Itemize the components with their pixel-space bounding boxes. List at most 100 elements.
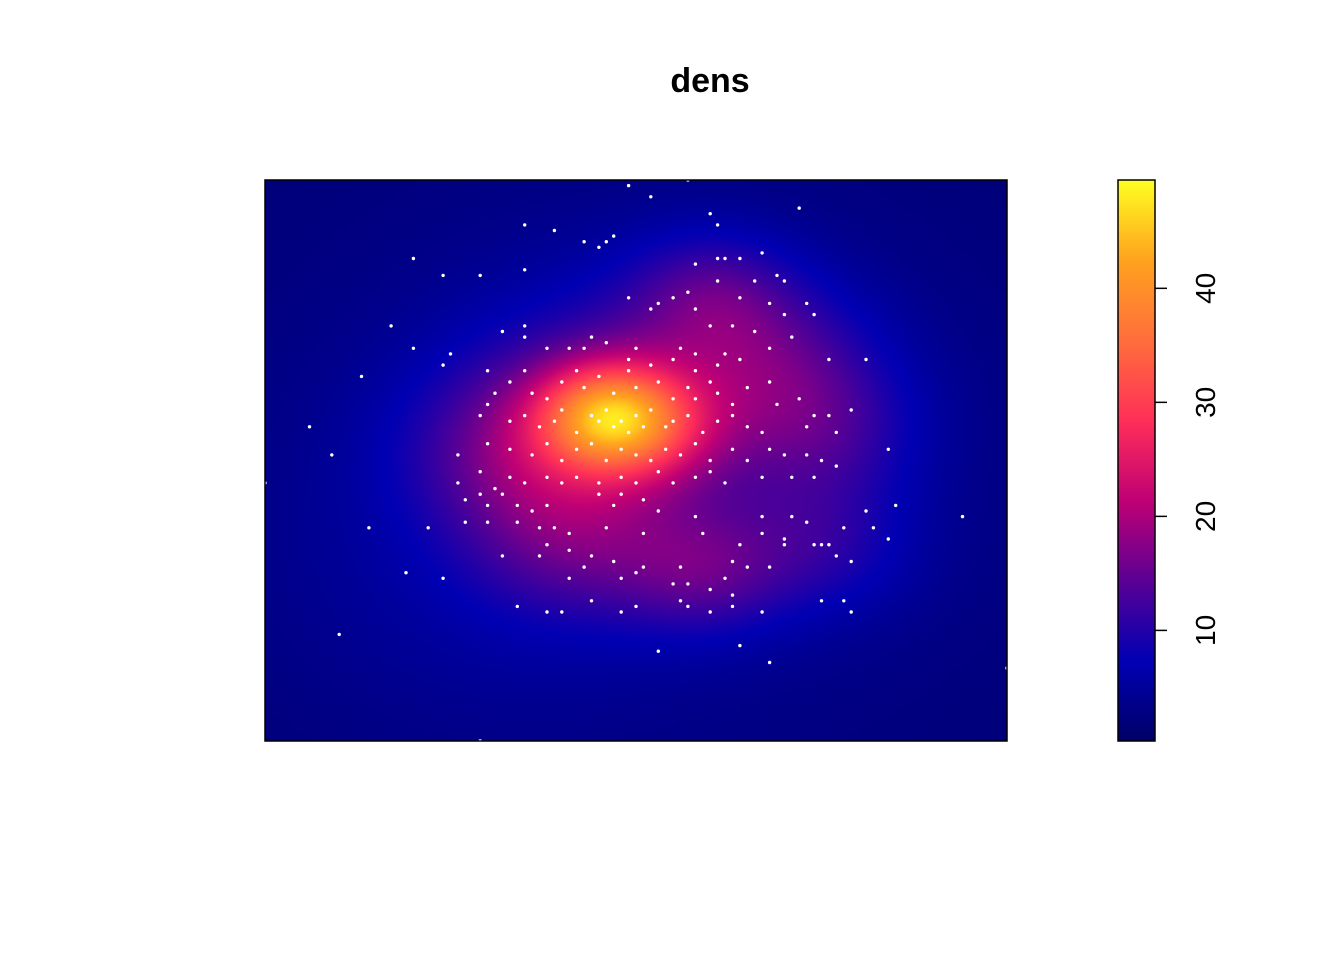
- data-point: [686, 582, 690, 586]
- data-point: [456, 453, 460, 457]
- data-point: [523, 268, 527, 272]
- data-point: [864, 509, 868, 513]
- data-point: [708, 470, 712, 474]
- data-point: [604, 526, 608, 530]
- data-point: [782, 453, 787, 457]
- data-point: [767, 447, 772, 451]
- data-point: [715, 419, 720, 423]
- data-point: [523, 335, 527, 339]
- data-point: [619, 576, 623, 580]
- data-point: [649, 363, 653, 367]
- data-point: [508, 447, 512, 451]
- data-point: [849, 559, 853, 564]
- data-point: [842, 526, 846, 530]
- data-point: [641, 498, 646, 502]
- data-point: [508, 380, 512, 384]
- data-point: [634, 481, 638, 485]
- data-point: [574, 430, 579, 435]
- data-point: [886, 537, 890, 541]
- data-point: [612, 425, 616, 429]
- data-point: [634, 346, 638, 350]
- data-point: [478, 492, 482, 496]
- data-point: [493, 391, 497, 395]
- data-point: [894, 503, 898, 508]
- data-point: [604, 408, 608, 412]
- data-point: [819, 599, 824, 603]
- data-point: [567, 531, 571, 536]
- data-point: [560, 380, 564, 384]
- data-point: [478, 273, 482, 278]
- data-point: [812, 413, 816, 418]
- data-point: [500, 554, 505, 558]
- data-point: [715, 279, 720, 283]
- colorbar-gradient: [1117, 179, 1156, 742]
- data-point: [715, 223, 720, 227]
- data-point: [552, 228, 557, 233]
- data-point: [612, 503, 616, 508]
- data-point: [753, 279, 757, 283]
- data-point: [530, 509, 534, 513]
- data-point: [537, 554, 542, 558]
- data-point: [634, 385, 638, 390]
- data-point: [693, 397, 698, 401]
- data-point: [582, 240, 586, 244]
- data-point: [886, 447, 890, 451]
- data-point: [567, 576, 571, 580]
- data-point: [693, 369, 698, 373]
- data-point: [849, 610, 853, 614]
- data-point: [530, 453, 534, 457]
- data-point: [523, 481, 527, 485]
- data-point: [805, 520, 809, 524]
- data-point: [812, 543, 816, 547]
- data-point: [715, 391, 720, 395]
- data-point: [849, 408, 853, 412]
- data-point: [523, 223, 527, 227]
- data-point: [738, 543, 742, 547]
- data-point: [827, 543, 831, 547]
- data-point: [745, 565, 749, 569]
- data-point: [619, 419, 623, 423]
- data-point: [545, 442, 549, 446]
- data-point: [612, 234, 616, 238]
- data-point: [478, 413, 482, 418]
- data-point: [656, 470, 660, 474]
- data-point: [775, 402, 779, 407]
- data-point: [582, 346, 586, 350]
- data-point: [582, 565, 586, 569]
- data-point: [671, 419, 675, 423]
- data-point: [693, 352, 698, 356]
- data-point: [523, 369, 527, 373]
- data-point: [552, 526, 557, 530]
- data-point: [634, 453, 638, 457]
- data-point: [686, 290, 690, 294]
- data-point: [960, 514, 965, 519]
- data-point: [790, 475, 794, 479]
- data-point: [723, 256, 727, 261]
- data-point: [508, 419, 512, 423]
- data-point: [708, 458, 712, 463]
- data-point: [330, 453, 334, 457]
- data-point: [485, 402, 490, 407]
- data-point: [678, 565, 683, 569]
- data-point: [359, 374, 364, 379]
- data-point: [485, 369, 490, 373]
- data-point: [693, 514, 698, 519]
- data-point: [478, 470, 482, 474]
- data-point: [641, 565, 646, 569]
- data-point: [782, 543, 787, 547]
- data-point: [738, 296, 742, 300]
- data-point: [597, 245, 601, 249]
- data-point: [708, 324, 712, 328]
- data-point: [745, 385, 749, 390]
- data-point: [842, 599, 846, 603]
- data-point: [678, 599, 683, 603]
- data-point: [619, 492, 623, 496]
- data-point: [812, 475, 816, 479]
- data-point: [730, 447, 735, 451]
- data-point: [834, 554, 838, 558]
- data-point: [812, 312, 816, 317]
- data-point: [574, 447, 579, 451]
- data-point: [574, 475, 579, 479]
- data-point: [337, 632, 341, 637]
